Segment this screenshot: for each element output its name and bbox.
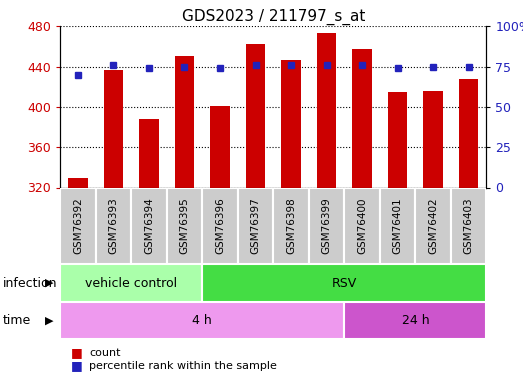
Bar bbox=[309, 188, 344, 264]
Text: GSM76393: GSM76393 bbox=[108, 198, 118, 254]
Bar bbox=[210, 106, 230, 188]
Bar bbox=[459, 79, 479, 188]
Bar bbox=[104, 70, 123, 188]
Text: GSM76395: GSM76395 bbox=[179, 198, 189, 254]
Title: GDS2023 / 211797_s_at: GDS2023 / 211797_s_at bbox=[181, 9, 365, 25]
Bar bbox=[353, 50, 372, 188]
Bar bbox=[423, 91, 443, 188]
Bar bbox=[281, 60, 301, 188]
Text: GSM76401: GSM76401 bbox=[393, 198, 403, 254]
Bar bbox=[451, 188, 486, 264]
Bar bbox=[167, 188, 202, 264]
Text: count: count bbox=[89, 348, 120, 357]
Text: GSM76397: GSM76397 bbox=[251, 198, 260, 254]
Bar bbox=[238, 188, 274, 264]
Text: GSM76399: GSM76399 bbox=[322, 198, 332, 254]
Bar bbox=[60, 302, 344, 339]
Bar bbox=[388, 92, 407, 188]
Text: RSV: RSV bbox=[332, 277, 357, 290]
Bar bbox=[139, 119, 158, 188]
Bar bbox=[60, 188, 96, 264]
Text: 24 h: 24 h bbox=[402, 314, 429, 327]
Bar bbox=[380, 188, 415, 264]
Text: time: time bbox=[3, 314, 31, 327]
Bar bbox=[344, 188, 380, 264]
Bar bbox=[68, 178, 88, 188]
Text: infection: infection bbox=[3, 277, 57, 290]
Text: GSM76402: GSM76402 bbox=[428, 198, 438, 254]
Bar bbox=[344, 302, 486, 339]
Bar bbox=[415, 188, 451, 264]
Bar bbox=[175, 57, 194, 188]
Bar bbox=[317, 33, 336, 188]
Bar bbox=[60, 264, 202, 302]
Text: GSM76394: GSM76394 bbox=[144, 198, 154, 254]
Bar bbox=[202, 264, 486, 302]
Text: GSM76398: GSM76398 bbox=[286, 198, 296, 254]
Text: ■: ■ bbox=[71, 359, 82, 372]
Bar bbox=[96, 188, 131, 264]
Text: ▶: ▶ bbox=[46, 278, 54, 288]
Text: GSM76396: GSM76396 bbox=[215, 198, 225, 254]
Text: GSM76403: GSM76403 bbox=[463, 198, 474, 254]
Bar bbox=[274, 188, 309, 264]
Text: vehicle control: vehicle control bbox=[85, 277, 177, 290]
Bar bbox=[202, 188, 238, 264]
Text: 4 h: 4 h bbox=[192, 314, 212, 327]
Text: GSM76400: GSM76400 bbox=[357, 198, 367, 254]
Text: ▶: ▶ bbox=[46, 316, 54, 326]
Text: ■: ■ bbox=[71, 346, 82, 359]
Bar bbox=[131, 188, 167, 264]
Bar bbox=[246, 44, 265, 188]
Text: percentile rank within the sample: percentile rank within the sample bbox=[89, 361, 277, 370]
Text: GSM76392: GSM76392 bbox=[73, 198, 83, 254]
